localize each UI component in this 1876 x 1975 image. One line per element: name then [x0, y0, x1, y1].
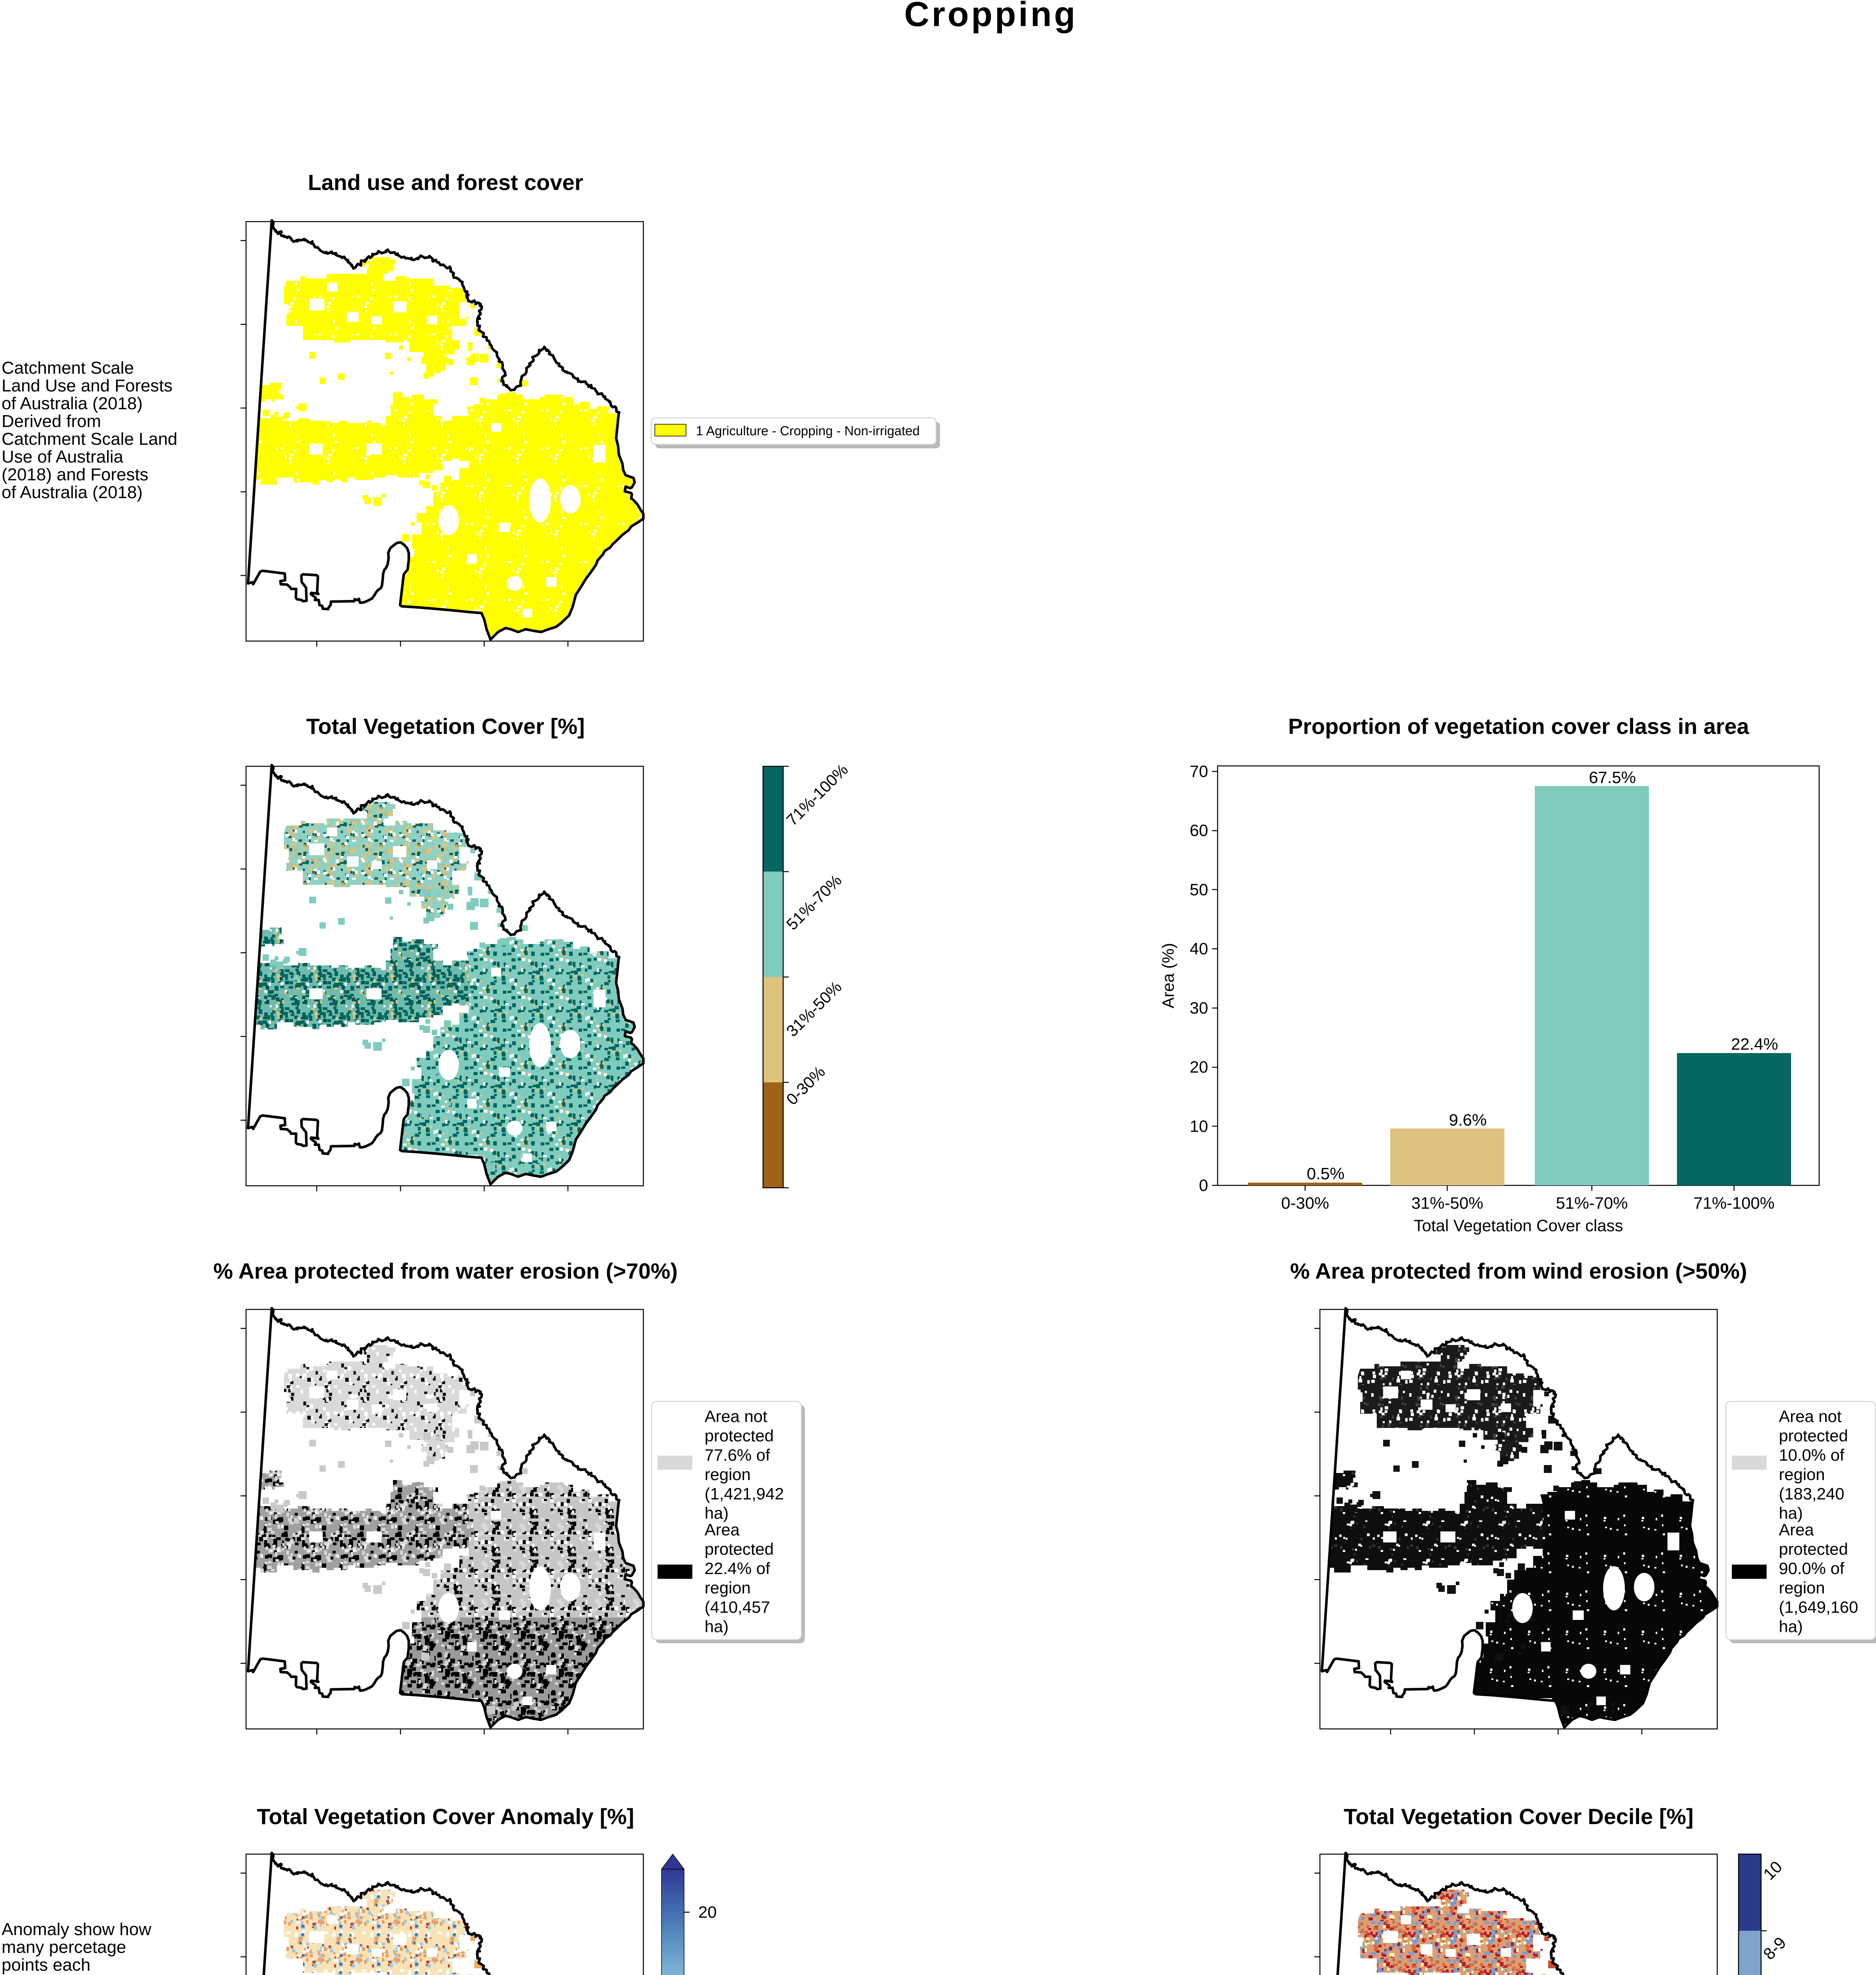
svg-text:Area: Area — [705, 1520, 740, 1539]
svg-text:0.5%: 0.5% — [1307, 1164, 1345, 1183]
svg-text:71%-100%: 71%-100% — [1694, 1194, 1774, 1212]
svg-text:points each: points each — [2, 1955, 90, 1975]
svg-text:protected: protected — [1779, 1540, 1848, 1558]
svg-text:Area (%): Area (%) — [1159, 943, 1177, 1008]
svg-text:ha): ha) — [1779, 1617, 1803, 1636]
svg-text:Total Vegetation Cover Anomaly: Total Vegetation Cover Anomaly [%] — [257, 1804, 634, 1829]
svg-text:% Area protected from wind ero: % Area protected from wind erosion (>50%… — [1290, 1258, 1747, 1283]
svg-text:Proportion of vegetation cover: Proportion of vegetation cover class in … — [1288, 714, 1749, 739]
svg-text:region: region — [1779, 1578, 1825, 1597]
svg-text:Land Use and Forests: Land Use and Forests — [2, 376, 173, 395]
svg-text:Catchment Scale: Catchment Scale — [2, 358, 134, 378]
svg-text:Area not: Area not — [1779, 1407, 1842, 1426]
svg-text:30: 30 — [1190, 999, 1208, 1017]
svg-text:Catchment Scale Land: Catchment Scale Land — [2, 429, 177, 449]
svg-text:Anomaly show how: Anomaly show how — [2, 1920, 151, 1939]
svg-text:70: 70 — [1190, 762, 1208, 781]
svg-text:Area: Area — [1779, 1520, 1814, 1539]
svg-text:Deciles show where the: Deciles show where the — [917, 1974, 1109, 1975]
svg-text:pixel is from: pixel is from — [2, 1973, 94, 1975]
svg-text:9.6%: 9.6% — [1449, 1110, 1487, 1129]
svg-text:region: region — [705, 1465, 751, 1484]
svg-text:20: 20 — [1190, 1058, 1208, 1076]
svg-text:Total Vegetation Cover [%]: Total Vegetation Cover [%] — [306, 714, 585, 739]
svg-text:region: region — [705, 1578, 751, 1597]
svg-text:region: region — [1779, 1465, 1825, 1484]
svg-text:0: 0 — [1199, 1176, 1208, 1194]
svg-text:40: 40 — [1190, 939, 1208, 958]
svg-text:(1,421,942: (1,421,942 — [705, 1484, 784, 1503]
svg-text:90.0% of: 90.0% of — [1779, 1559, 1844, 1578]
svg-text:(2018) and Forests: (2018) and Forests — [2, 465, 149, 484]
svg-text:ha): ha) — [1779, 1504, 1803, 1522]
svg-text:ha): ha) — [705, 1504, 729, 1522]
svg-text:Derived from: Derived from — [2, 412, 101, 431]
svg-text:20: 20 — [698, 1903, 717, 1921]
svg-text:0-30%: 0-30% — [1281, 1194, 1329, 1212]
svg-text:of Australia (2018): of Australia (2018) — [2, 483, 143, 502]
svg-text:(1,649,160: (1,649,160 — [1779, 1598, 1858, 1616]
svg-text:% Area protected from water er: % Area protected from water erosion (>70… — [213, 1258, 678, 1283]
svg-text:protected: protected — [705, 1540, 774, 1558]
svg-text:10.0% of: 10.0% of — [1779, 1446, 1844, 1464]
svg-text:Total Vegetation Cover Decile: Total Vegetation Cover Decile [%] — [1344, 1804, 1694, 1829]
svg-text:22.4%: 22.4% — [1731, 1035, 1778, 1053]
svg-text:Use of Australia: Use of Australia — [2, 447, 124, 466]
svg-text:Cropping: Cropping — [904, 0, 1077, 34]
svg-text:(183,240: (183,240 — [1779, 1484, 1844, 1503]
svg-text:51%-70%: 51%-70% — [1556, 1194, 1628, 1212]
svg-text:60: 60 — [1190, 821, 1208, 840]
svg-text:many percetage: many percetage — [2, 1937, 126, 1957]
svg-text:Land use and forest cover: Land use and forest cover — [308, 170, 583, 195]
svg-text:10: 10 — [1190, 1117, 1208, 1135]
svg-text:of Australia (2018): of Australia (2018) — [2, 394, 143, 413]
svg-text:22.4% of: 22.4% of — [705, 1559, 770, 1578]
svg-text:77.6% of: 77.6% of — [705, 1446, 770, 1464]
svg-text:protected: protected — [1779, 1426, 1848, 1445]
svg-text:31%-50%: 31%-50% — [1411, 1194, 1483, 1212]
svg-text:(410,457: (410,457 — [705, 1598, 770, 1616]
svg-text:protected: protected — [705, 1426, 774, 1445]
svg-text:Area not: Area not — [705, 1407, 767, 1426]
svg-text:67.5%: 67.5% — [1589, 768, 1636, 786]
svg-text:1 Agriculture - Cropping - Non: 1 Agriculture - Cropping - Non-irrigated — [696, 423, 920, 438]
svg-text:Total Vegetation Cover class: Total Vegetation Cover class — [1414, 1216, 1623, 1235]
svg-text:50: 50 — [1190, 880, 1208, 899]
svg-text:ha): ha) — [705, 1617, 729, 1636]
